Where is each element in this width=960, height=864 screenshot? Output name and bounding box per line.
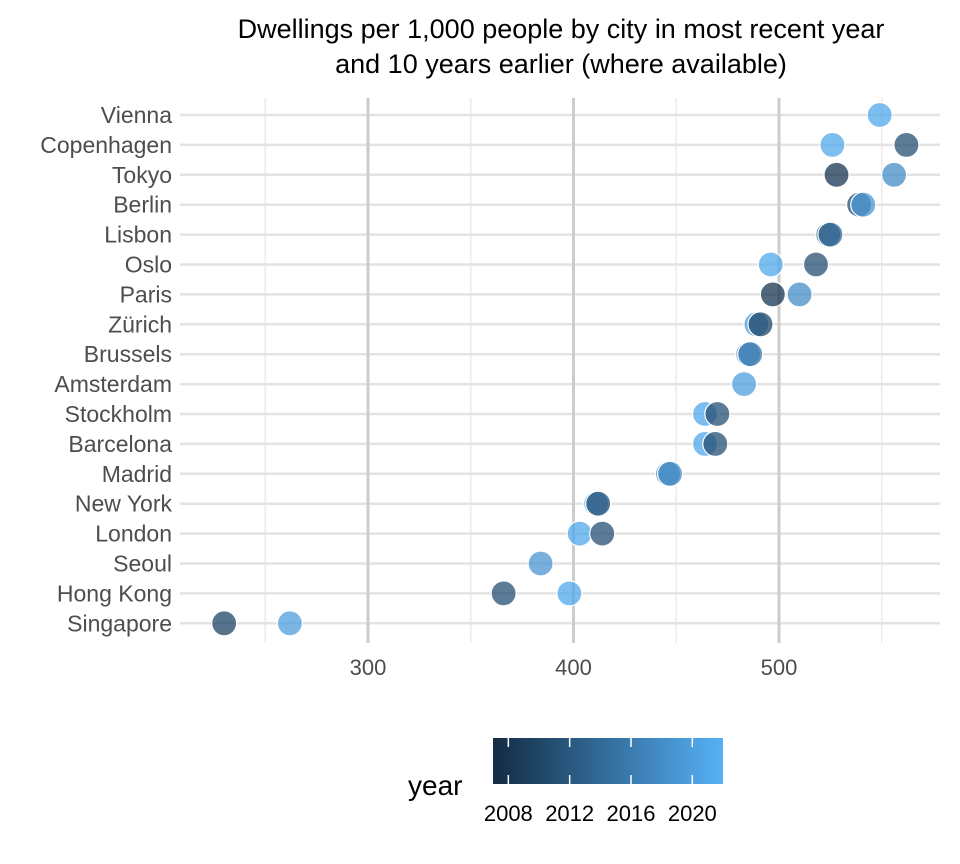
y-tick-label: Amsterdam (54, 371, 172, 397)
x-tick-label: 400 (555, 655, 592, 680)
data-point (730, 371, 758, 398)
data-point (702, 430, 729, 457)
y-tick-label: Singapore (67, 610, 172, 636)
y-tick-label: Oslo (125, 252, 172, 278)
data-point (737, 341, 764, 368)
y-tick-label: Seoul (113, 551, 172, 577)
legend-title: year (408, 770, 462, 801)
legend-tick-label: 2016 (607, 801, 656, 826)
data-point (759, 281, 786, 308)
y-tick-label: Lisbon (104, 222, 172, 248)
y-tick-label: Paris (120, 281, 172, 307)
data-point (490, 580, 517, 607)
data-point (866, 101, 893, 129)
y-tick-label: Barcelona (68, 431, 172, 457)
data-point (893, 131, 920, 158)
y-tick-label: New York (75, 491, 173, 517)
y-tick-label: Berlin (113, 192, 172, 218)
y-tick-label: Brussels (84, 341, 172, 367)
x-tick-label: 500 (761, 655, 798, 680)
data-point (211, 610, 238, 637)
plot-area: 300 400 500 Vienna Copenhagen Tokyo Berlin Lisb… (40, 98, 940, 680)
chart-title-line-2: and 10 years earlier (where available) (335, 49, 787, 79)
y-tick-label: Madrid (102, 461, 172, 487)
legend-colorbar (493, 738, 723, 784)
data-point (802, 251, 830, 278)
y-tick-label: Tokyo (112, 162, 172, 188)
y-tick-label: Zürich (108, 311, 172, 337)
data-point (566, 520, 593, 547)
data-point (757, 251, 784, 278)
x-tick-label: 300 (350, 655, 387, 680)
data-point (786, 281, 813, 308)
data-point (276, 610, 304, 637)
data-point (704, 400, 731, 428)
legend-tick-label: 2020 (668, 801, 717, 826)
data-point (556, 580, 583, 607)
data-point (747, 311, 774, 338)
y-tick-label: Stockholm (65, 401, 172, 427)
y-tick-label: Vienna (101, 102, 172, 128)
data-point (656, 460, 684, 487)
year-legend: 2008 2012 2016 2020 year (408, 738, 723, 826)
data-point (880, 161, 908, 188)
data-point (585, 490, 612, 517)
data-point (817, 221, 844, 248)
chart-title-line-1: Dwellings per 1,000 people by city in mo… (238, 14, 885, 44)
legend-tick-label: 2012 (545, 801, 594, 826)
data-point (589, 520, 616, 547)
data-point (819, 131, 846, 158)
y-tick-label: Copenhagen (40, 132, 172, 158)
y-tick-label: London (95, 521, 172, 547)
data-point (527, 550, 554, 577)
data-point (850, 191, 877, 218)
legend-tick-label: 2008 (484, 801, 533, 826)
data-point (823, 161, 850, 188)
y-tick-label: Hong Kong (57, 580, 172, 606)
